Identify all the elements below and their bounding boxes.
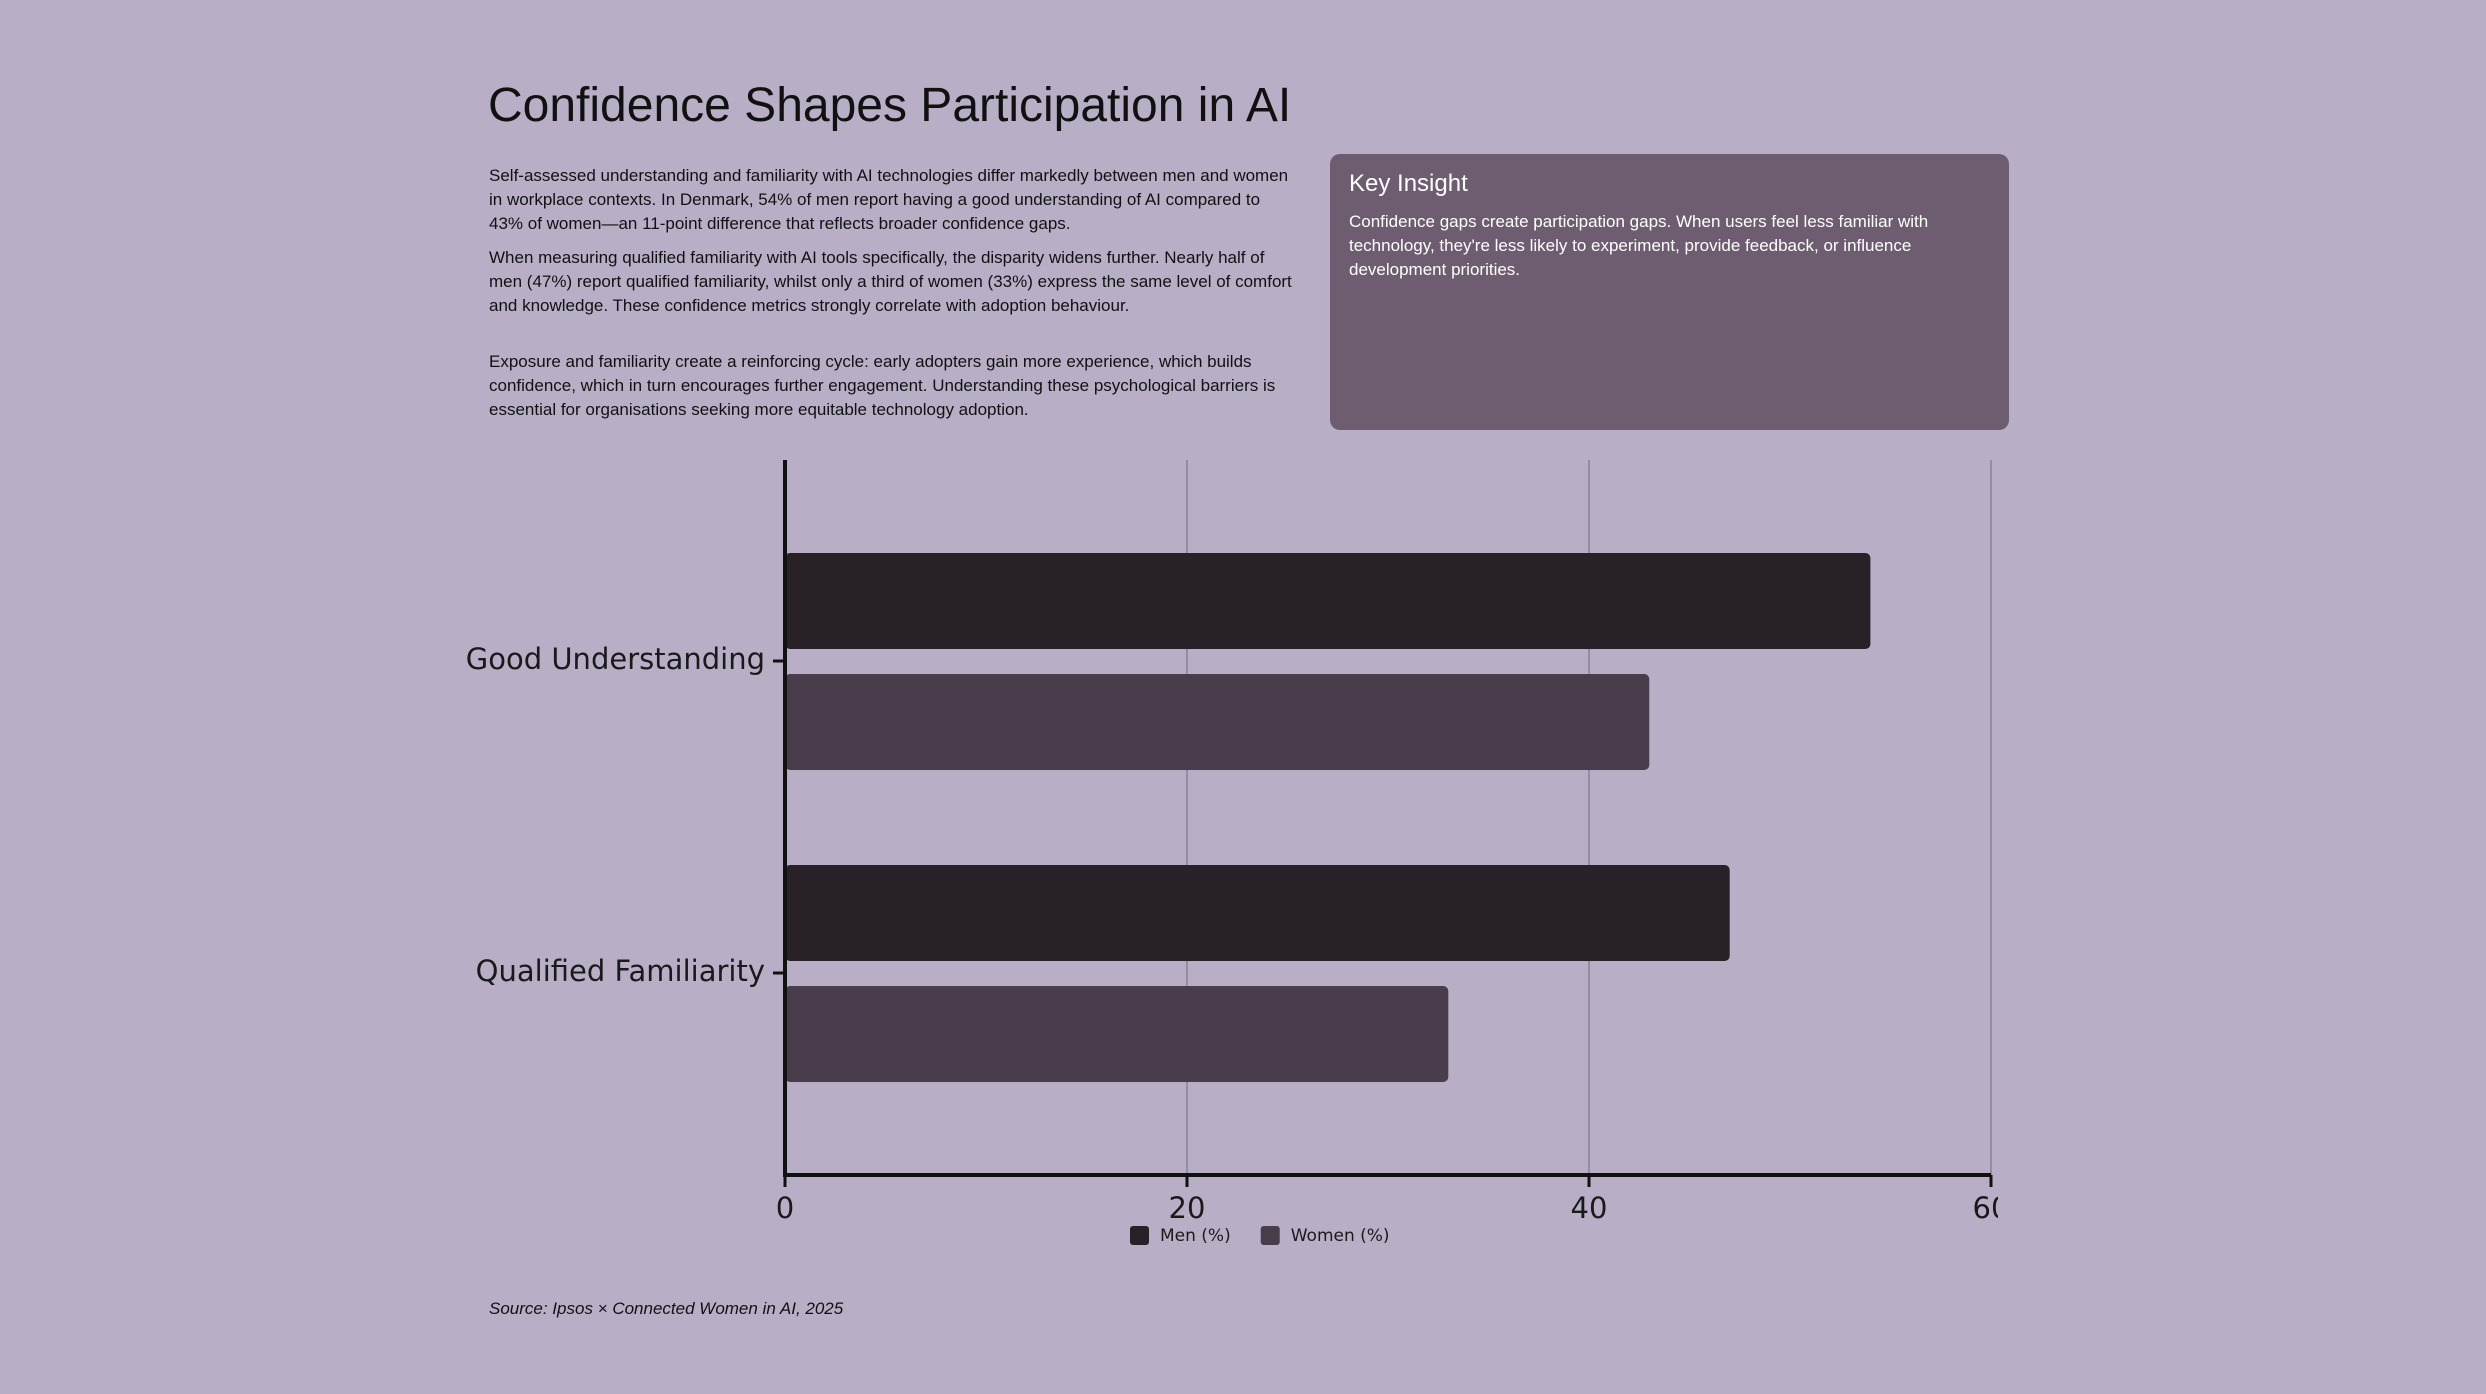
insight-title: Key Insight: [1349, 170, 1468, 197]
bar: [785, 674, 1650, 770]
insight-text: Confidence gaps create participation gap…: [1349, 212, 1929, 279]
paragraph: Self-assessed understanding and familiar…: [489, 166, 1289, 233]
x-tick-label: 60: [1973, 1191, 1998, 1225]
description: Self-assessed understanding and familiar…: [489, 164, 1297, 432]
x-tick-label: 40: [1571, 1191, 1608, 1225]
legend-swatch: [1130, 1226, 1149, 1245]
bar: [785, 865, 1730, 961]
paragraph: When measuring qualified familiarity wit…: [489, 248, 1292, 315]
chart: 0 20 40 60 Good Understanding Qualified Famil…: [466, 460, 1998, 1246]
source: Source: Ipsos × Connected Women in AI, 2…: [489, 1299, 844, 1318]
x-tick-label: 20: [1169, 1191, 1206, 1225]
x-tick-label: 0: [776, 1191, 794, 1225]
legend-label: Men (%): [1160, 1226, 1231, 1246]
insight-card: Key Insight Confidence gaps create parti…: [1330, 154, 2009, 430]
paragraph: Exposure and familiarity create a reinfo…: [489, 352, 1276, 419]
y-tick-label: Qualified Familiarity: [476, 954, 765, 988]
page-title: Confidence Shapes Participation in AI: [488, 79, 1292, 132]
legend-swatch: [1260, 1226, 1280, 1245]
y-tick-label: Good Understanding: [466, 642, 765, 676]
bar: [785, 553, 1871, 649]
bar: [785, 986, 1449, 1082]
legend-label: Women (%): [1291, 1226, 1390, 1246]
